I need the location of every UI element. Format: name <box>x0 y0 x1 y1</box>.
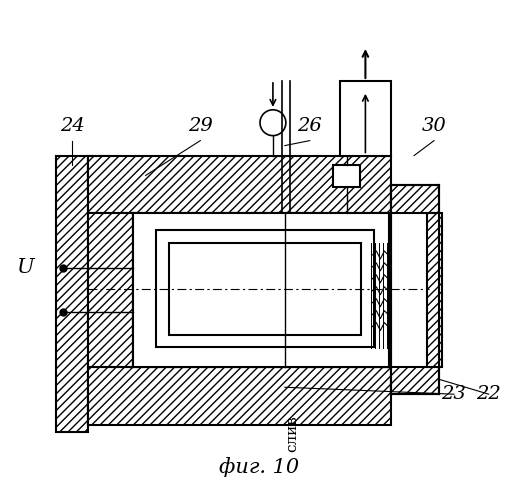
Bar <box>88 156 391 213</box>
Bar <box>56 156 88 432</box>
Bar <box>88 389 110 424</box>
Bar <box>333 166 361 188</box>
Bar <box>88 368 391 425</box>
Bar <box>88 213 133 368</box>
Text: слив: слив <box>285 416 299 453</box>
Bar <box>168 243 362 334</box>
Text: 23: 23 <box>441 385 466 403</box>
Bar <box>427 213 442 368</box>
Text: 30: 30 <box>422 116 447 134</box>
Text: U: U <box>16 258 34 277</box>
Text: 26: 26 <box>297 116 322 134</box>
Bar <box>133 213 391 368</box>
Text: 29: 29 <box>188 116 213 134</box>
Text: фиг. 10: фиг. 10 <box>219 457 299 477</box>
Bar <box>427 213 442 368</box>
Bar <box>88 368 391 425</box>
Text: 22: 22 <box>477 385 501 403</box>
Bar <box>391 186 439 394</box>
Bar <box>88 156 110 190</box>
Bar <box>155 230 375 348</box>
Bar <box>88 213 133 368</box>
Bar <box>56 156 88 432</box>
Bar <box>340 81 391 156</box>
Bar <box>133 213 389 368</box>
Bar <box>88 156 110 190</box>
Text: 24: 24 <box>60 116 84 134</box>
Bar <box>88 389 110 424</box>
Bar <box>88 156 391 213</box>
Bar <box>391 186 439 394</box>
Bar <box>379 213 439 368</box>
